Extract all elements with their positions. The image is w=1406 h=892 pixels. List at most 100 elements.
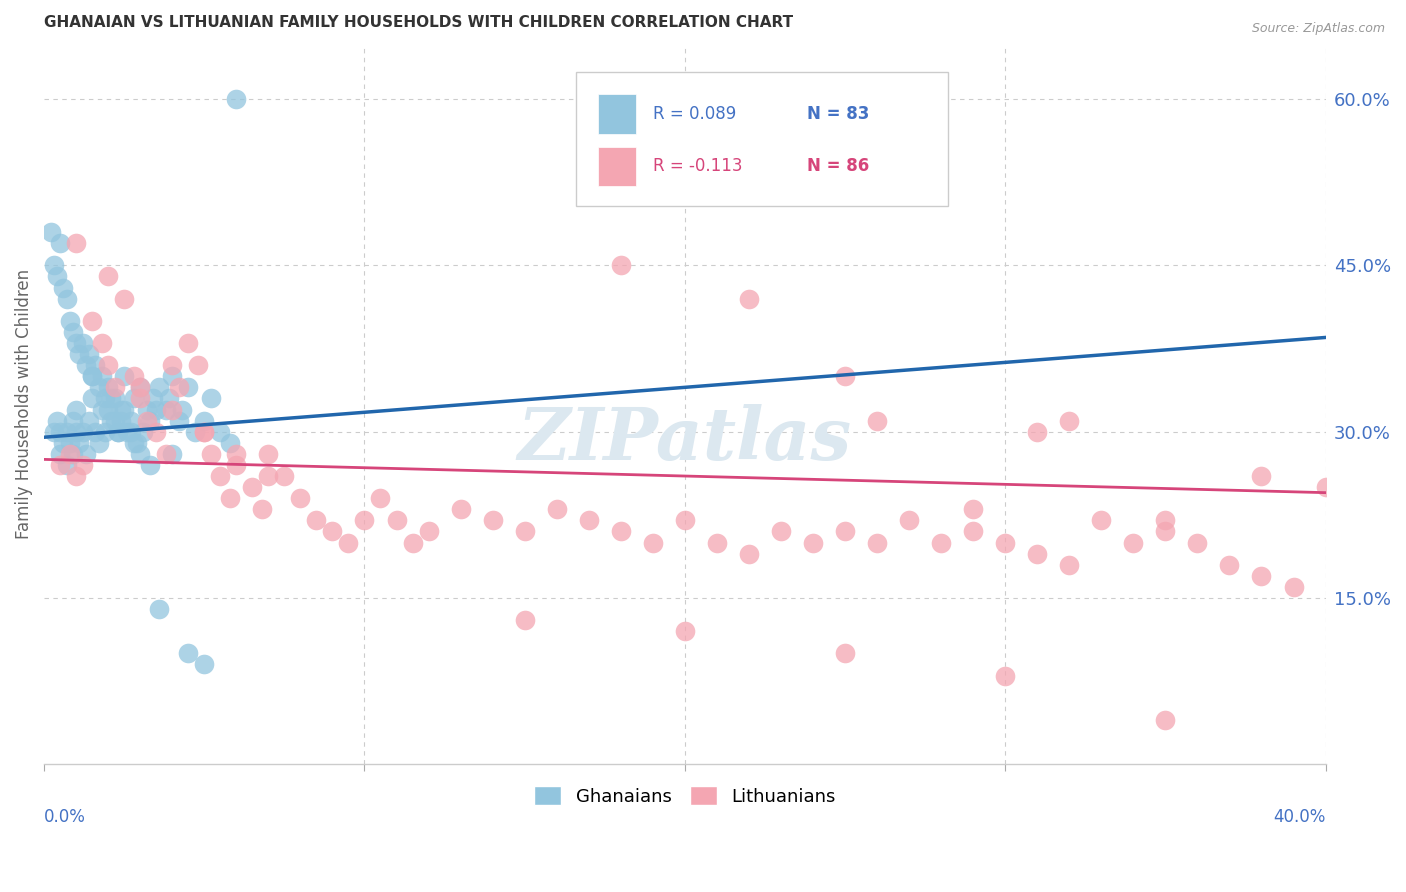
Point — [801, 535, 824, 549]
Point — [898, 513, 921, 527]
Point — [225, 447, 247, 461]
Point — [641, 535, 664, 549]
Point — [135, 402, 157, 417]
Point — [49, 447, 72, 461]
Point — [122, 392, 145, 406]
Point — [219, 435, 242, 450]
Point — [200, 447, 222, 461]
Point — [353, 513, 375, 527]
Point — [1250, 569, 1272, 583]
Point — [1057, 558, 1080, 572]
Point — [82, 369, 104, 384]
Point — [87, 435, 110, 450]
Text: GHANAIAN VS LITHUANIAN FAMILY HOUSEHOLDS WITH CHILDREN CORRELATION CHART: GHANAIAN VS LITHUANIAN FAMILY HOUSEHOLDS… — [44, 15, 793, 30]
Point — [257, 469, 280, 483]
Point — [610, 259, 633, 273]
Point — [1250, 469, 1272, 483]
Point — [42, 425, 65, 439]
Point — [1026, 425, 1049, 439]
Point — [155, 402, 177, 417]
Point — [49, 458, 72, 472]
Bar — [598, 146, 636, 186]
Point — [55, 458, 77, 472]
Text: N = 83: N = 83 — [807, 104, 869, 122]
Point — [59, 314, 82, 328]
Point — [673, 624, 696, 639]
Point — [82, 392, 104, 406]
Point — [257, 447, 280, 461]
Point — [129, 392, 152, 406]
Point — [45, 269, 67, 284]
Point — [385, 513, 408, 527]
Point — [100, 392, 122, 406]
Point — [1187, 535, 1209, 549]
Legend: Ghanaians, Lithuanians: Ghanaians, Lithuanians — [527, 779, 842, 813]
Point — [84, 425, 107, 439]
Point — [49, 236, 72, 251]
Point — [59, 435, 82, 450]
Text: R = -0.113: R = -0.113 — [652, 157, 742, 175]
Point — [145, 402, 167, 417]
Point — [290, 491, 312, 506]
Point — [97, 402, 120, 417]
Point — [167, 380, 190, 394]
Point — [193, 425, 215, 439]
Point — [65, 469, 87, 483]
Point — [513, 613, 536, 627]
Point — [401, 535, 423, 549]
Point — [578, 513, 600, 527]
Point — [177, 647, 200, 661]
Point — [321, 524, 343, 539]
Point — [62, 447, 84, 461]
Point — [110, 414, 132, 428]
Point — [994, 668, 1017, 682]
Point — [1315, 480, 1337, 494]
Point — [107, 425, 129, 439]
Point — [82, 369, 104, 384]
Point — [110, 402, 132, 417]
Point — [673, 513, 696, 527]
Point — [52, 435, 75, 450]
Point — [187, 358, 209, 372]
Point — [1090, 513, 1112, 527]
Point — [148, 602, 170, 616]
Point — [62, 414, 84, 428]
Point — [250, 502, 273, 516]
Point — [77, 414, 100, 428]
Point — [90, 336, 112, 351]
Point — [1154, 513, 1177, 527]
Point — [104, 380, 127, 394]
Point — [183, 425, 205, 439]
Point — [738, 292, 761, 306]
Point — [193, 425, 215, 439]
Point — [62, 325, 84, 339]
Point — [834, 647, 856, 661]
Point — [177, 336, 200, 351]
Point — [273, 469, 295, 483]
Point — [866, 414, 889, 428]
Point — [49, 425, 72, 439]
Point — [240, 480, 263, 494]
Point — [72, 336, 94, 351]
Point — [418, 524, 440, 539]
Point — [162, 447, 184, 461]
Point — [962, 502, 984, 516]
Point — [155, 447, 177, 461]
Point — [120, 425, 142, 439]
Point — [129, 380, 152, 394]
Point — [769, 524, 792, 539]
Point — [193, 657, 215, 672]
Point — [129, 447, 152, 461]
Point — [67, 435, 90, 450]
Point — [65, 425, 87, 439]
Point — [112, 292, 135, 306]
Point — [59, 447, 82, 461]
Point — [610, 524, 633, 539]
Point — [706, 535, 728, 549]
Point — [225, 92, 247, 106]
Point — [162, 402, 184, 417]
Point — [97, 358, 120, 372]
Point — [72, 425, 94, 439]
Point — [39, 225, 62, 239]
Point — [738, 547, 761, 561]
